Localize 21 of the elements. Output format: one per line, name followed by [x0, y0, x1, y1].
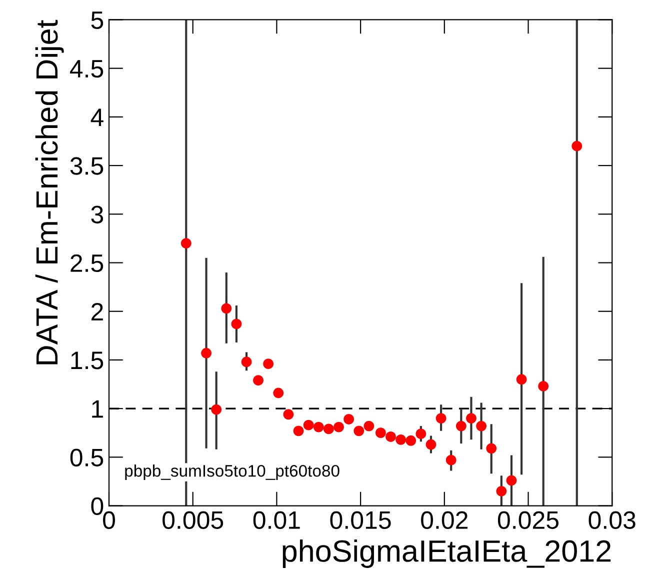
y-tick-label: 1: [92, 400, 103, 418]
x-tick-label: 0.01: [253, 511, 300, 529]
x-tick-label: 0.025: [498, 511, 558, 529]
y-tick-label: 0: [91, 497, 104, 516]
x-tick-label: 0.02: [421, 511, 468, 529]
y-tick-label: 5: [91, 12, 104, 30]
y-tick-label: 1.5: [71, 352, 104, 370]
y-axis-title: DATA / Em-Enriched Dijet: [35, 20, 64, 364]
x-tick-label: 0.03: [588, 511, 636, 529]
x-tick-label: 0.015: [330, 511, 391, 529]
x-tick-label: 0: [103, 511, 115, 529]
y-tick-label: 3.5: [70, 157, 104, 175]
y-tick-label: 2.5: [70, 254, 104, 272]
y-tick-label: 4.5: [70, 60, 104, 78]
y-tick-label: 3: [91, 206, 104, 224]
x-axis-title: phoSigmaIEtaIEta_2012: [282, 539, 611, 568]
y-tick-label: 2: [92, 302, 103, 320]
annotation: pbpb_sumIso5to10_pt60to80: [125, 464, 340, 480]
y-tick-label: 4: [90, 108, 104, 126]
x-tick-label: 0.005: [162, 511, 224, 529]
y-tick-label: 0.5: [70, 448, 104, 466]
